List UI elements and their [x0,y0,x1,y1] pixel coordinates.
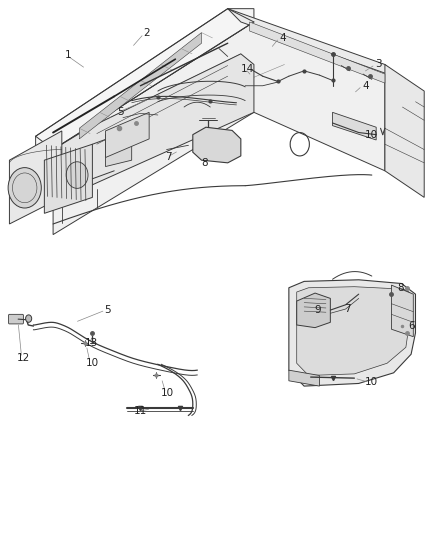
FancyBboxPatch shape [9,314,23,324]
Polygon shape [297,287,409,375]
Text: 7: 7 [345,304,351,314]
Polygon shape [250,22,385,83]
Text: 6: 6 [408,321,414,331]
Text: 10: 10 [365,130,378,140]
Polygon shape [193,127,241,163]
Text: 14: 14 [241,64,254,74]
Text: 5: 5 [117,107,124,117]
Polygon shape [35,9,254,150]
Text: 10: 10 [364,377,378,387]
Text: 4: 4 [279,33,286,43]
Polygon shape [10,131,62,224]
Polygon shape [392,285,413,337]
Text: 5: 5 [104,305,111,315]
Polygon shape [44,144,92,213]
Text: 11: 11 [134,406,147,416]
Polygon shape [53,54,254,187]
Circle shape [25,315,32,322]
Text: 4: 4 [362,81,369,91]
Text: 12: 12 [17,353,30,363]
Text: 9: 9 [314,305,321,315]
Polygon shape [289,370,319,386]
Circle shape [66,162,88,188]
Polygon shape [79,33,201,139]
Polygon shape [106,112,149,158]
Text: 8: 8 [397,283,403,293]
Text: 10: 10 [161,388,174,398]
Polygon shape [297,293,330,328]
Text: 2: 2 [144,28,150,38]
Polygon shape [53,22,385,235]
Text: 13: 13 [85,338,98,348]
Circle shape [8,167,41,208]
Text: 1: 1 [65,50,72,60]
Text: 8: 8 [202,158,208,168]
Text: 7: 7 [166,152,172,162]
Text: 10: 10 [86,358,99,368]
Polygon shape [332,112,376,140]
Text: 3: 3 [375,60,381,69]
Polygon shape [385,64,424,197]
Polygon shape [228,9,398,78]
Polygon shape [289,280,416,386]
Polygon shape [106,127,132,166]
